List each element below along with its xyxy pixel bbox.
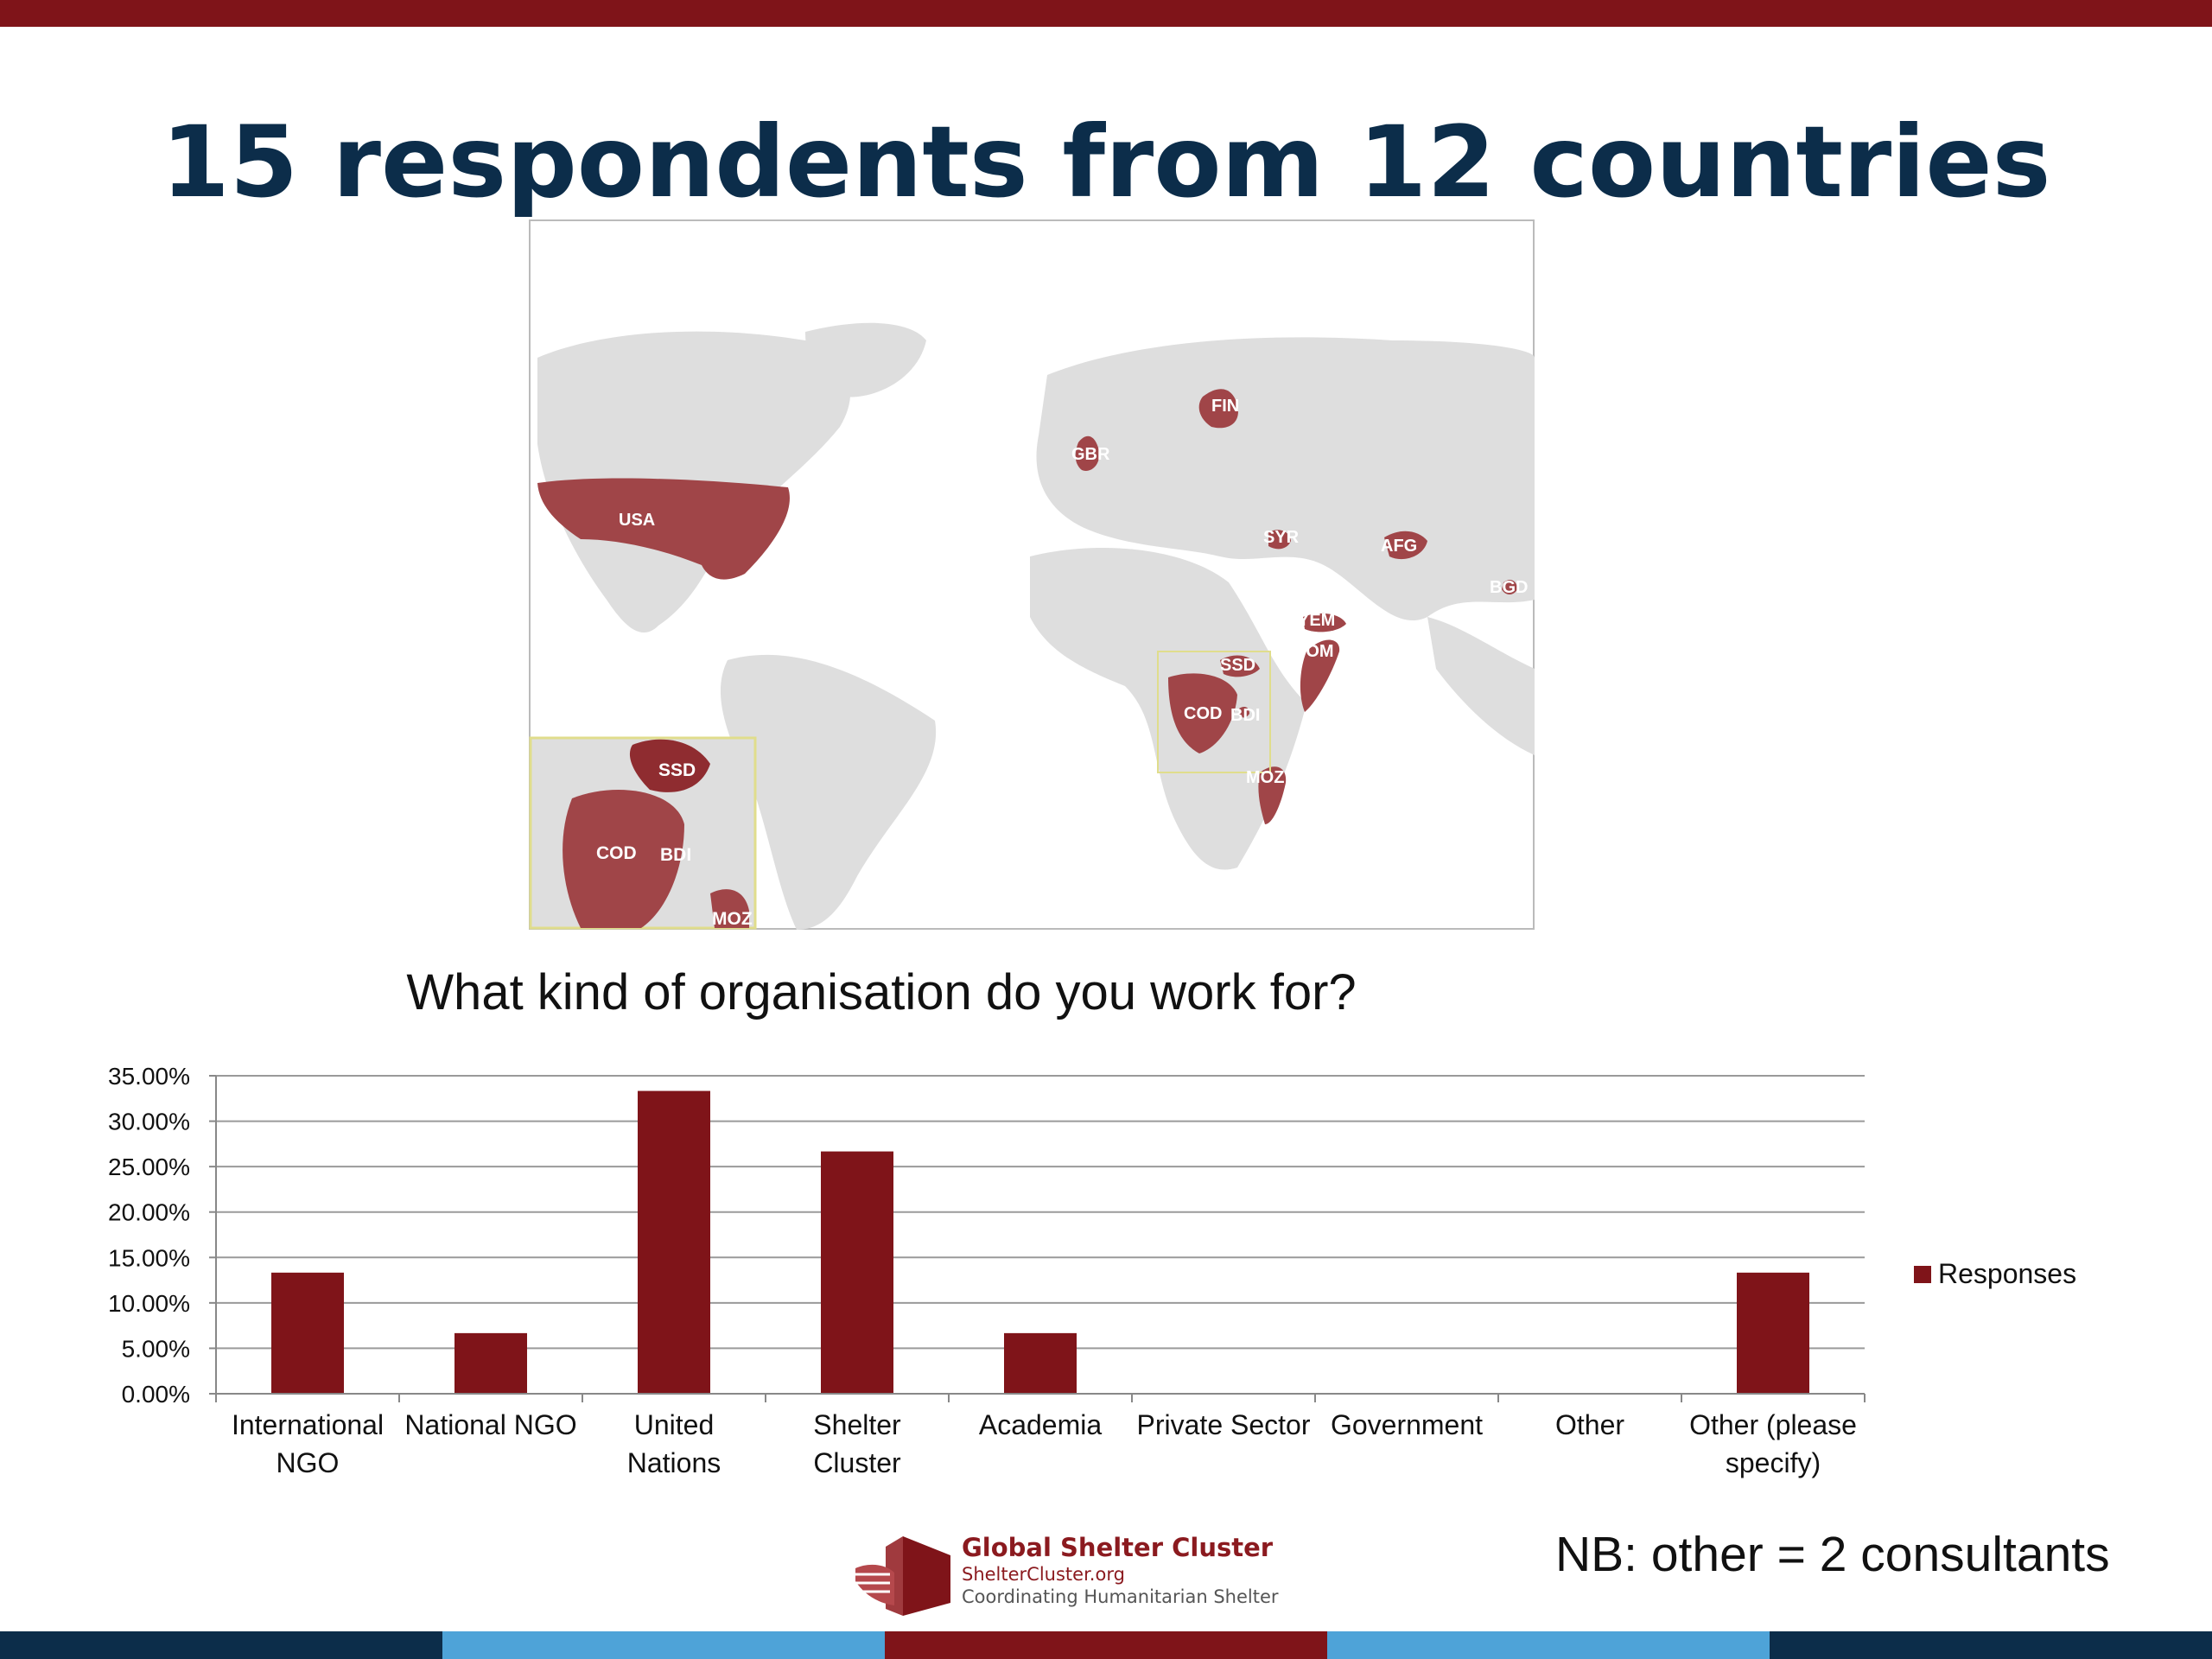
slide-title: 15 respondents from 12 countries [161,105,2051,219]
region-box [1157,651,1271,773]
country-afg [1384,531,1427,560]
x-tick-label: Shelter Cluster [813,1409,901,1478]
world-map: USA GBR FIN SYR AFG BGD YEM SOM SSD COD … [529,219,1535,930]
inset-label: COD [596,843,637,863]
x-axis [215,1076,1866,1402]
country-label: SSD [1220,656,1255,675]
x-tick-label: Other (please specify) [1689,1409,1857,1478]
y-tick-label: 0.00% [122,1381,190,1408]
inset-moz [710,889,749,928]
country-label: YEM [1298,611,1335,630]
country-som [1300,639,1340,712]
bar [821,1151,893,1394]
x-tick-label: National NGO [404,1409,576,1440]
country-usa [537,478,790,580]
country-label: USA [619,511,655,530]
y-axis-ticks: 0.00% 5.00% 10.00% 15.00% 20.00% 25.00% 30.00%… [108,1063,216,1408]
bar [638,1090,710,1394]
country-bgd [1502,580,1517,594]
x-tick-label: International NGO [232,1409,384,1478]
highlighted-countries [537,389,1517,824]
x-tick-label: Other [1555,1409,1624,1440]
country-label: MOZ [1246,768,1284,787]
country-label: COD [1184,704,1222,723]
country-fin [1198,389,1238,429]
bottom-bar-segment [0,1631,442,1659]
legend-swatch [1914,1266,1931,1283]
global-shelter-cluster-logo: Global Shelter Cluster ShelterCluster.or… [851,1529,1318,1616]
y-tick-label: 10.00% [108,1290,190,1317]
inset-label: MOZ [712,909,753,929]
africa-inset [529,736,757,930]
x-tick-label: Private Sector [1137,1409,1311,1440]
y-tick-label: 30.00% [108,1109,190,1135]
country-ssd [1220,655,1260,677]
logo-name: Global Shelter Cluster [962,1533,1274,1562]
y-tick-label: 15.00% [108,1244,190,1271]
country-cod [1168,673,1237,753]
legend-label: Responses [1938,1258,2076,1289]
chart-legend: Responses [1914,1258,2076,1289]
country-bdi [1239,707,1249,718]
land-greenland [805,322,926,397]
bottom-bar-segment [1327,1631,1770,1659]
country-label: GBR [1071,445,1110,464]
bar [271,1272,344,1394]
y-tick-label: 25.00% [108,1154,190,1180]
chart-title: What kind of organisation do you work fo… [406,964,1356,1020]
bottom-bar-segment [885,1631,1327,1659]
bottom-bar-segment [1770,1631,2212,1659]
y-tick-label: 5.00% [122,1335,190,1362]
x-axis-labels: International NGO National NGO United Nation… [232,1409,1857,1478]
inset-label: BDI [660,845,691,865]
country-moz [1258,766,1287,824]
country-label: FIN [1211,397,1239,416]
hand-house-icon [853,1536,950,1616]
land-africa [1030,548,1306,870]
inset-ssd [629,739,710,792]
top-accent-bar [0,0,2212,27]
x-tick-label: United Nations [627,1409,721,1478]
inset-labels: SSD COD BDI MOZ [596,760,753,929]
bar [1737,1272,1809,1394]
x-tick-label: Academia [979,1409,1103,1440]
logo-site: ShelterCluster.org [962,1564,1125,1585]
country-label: SYR [1263,528,1300,547]
inset-cod [563,790,684,928]
bar [454,1332,527,1394]
x-tick-label: Government [1331,1409,1483,1440]
country-label: SOM [1294,642,1334,661]
bottom-bar-segment [442,1631,885,1659]
slide-note: NB: other = 2 consultants [1555,1527,2110,1582]
bottom-accent-bar [0,1631,2212,1659]
country-gbr [1075,435,1100,471]
logo-tagline: Coordinating Humanitarian Shelter [962,1586,1279,1607]
inset-label: SSD [658,760,696,780]
country-labels: USA GBR FIN SYR AFG BGD YEM SOM SSD COD … [619,397,1528,787]
country-syr [1268,530,1291,550]
country-label: BGD [1490,578,1528,597]
land-south-america [720,654,937,930]
bar-chart: What kind of organisation do you work fo… [108,964,2076,1478]
y-tick-label: 35.00% [108,1063,190,1090]
country-yem [1303,613,1346,632]
land-southeast-asia [1427,617,1535,755]
y-tick-label: 20.00% [108,1199,190,1226]
bar [1004,1332,1077,1394]
country-label: BDI [1230,706,1260,725]
country-label: AFG [1381,537,1417,556]
chart-bars [271,1090,1809,1394]
